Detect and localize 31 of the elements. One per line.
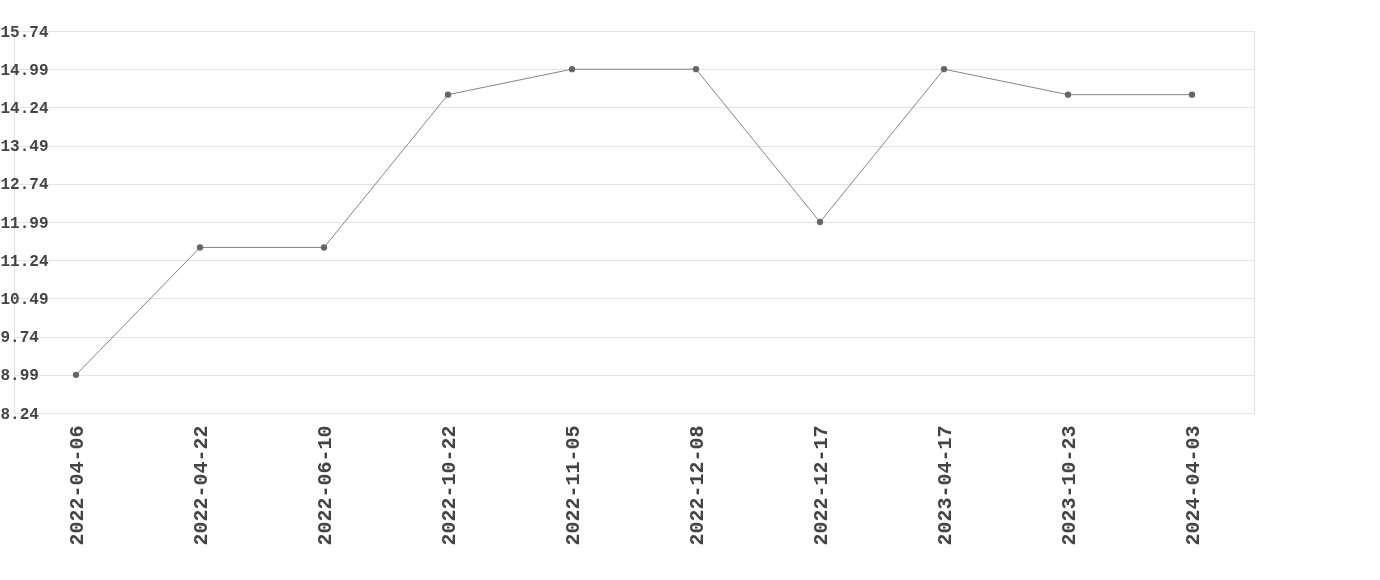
x-tick-label: 2022-12-08 (685, 425, 709, 546)
y-tick-label: 15.74 (0, 23, 49, 42)
point (72, 371, 80, 378)
x-tick-label: 2022-04-06 (65, 425, 89, 546)
y-tick-label: 10.49 (0, 290, 49, 309)
x-tick-label: 2024-04-03 (1181, 425, 1205, 546)
point (692, 66, 700, 73)
y-tick-label: 9.74 (0, 329, 40, 348)
point (320, 244, 328, 251)
point (816, 218, 824, 226)
y-tick-label: 8.99 (0, 367, 39, 386)
y-tick-label: 14.99 (0, 61, 49, 80)
y-tick-label: 11.99 (0, 214, 49, 233)
point (196, 244, 204, 251)
point (568, 66, 576, 73)
x-tick-label: 2023-10-23 (1057, 425, 1081, 546)
point (940, 66, 948, 73)
y-tick-label: 13.49 (0, 138, 49, 157)
y-tick-label: 8.24 (0, 405, 40, 424)
x-tick-label: 2022-10-22 (437, 425, 461, 546)
x-tick-label: 2022-11-05 (561, 425, 585, 546)
point (1064, 91, 1072, 98)
point (1188, 91, 1196, 98)
x-tick-label: 2022-04-22 (189, 425, 213, 546)
x-tick-label: 2023-04-17 (933, 425, 957, 546)
x-tick-label: 2022-06-10 (313, 425, 337, 546)
x-tick-label: 2022-12-17 (809, 425, 833, 546)
y-tick-label: 12.74 (0, 176, 49, 195)
point (444, 91, 452, 98)
y-tick-label: 11.24 (0, 252, 49, 271)
y-tick-label: 14.24 (0, 99, 49, 118)
